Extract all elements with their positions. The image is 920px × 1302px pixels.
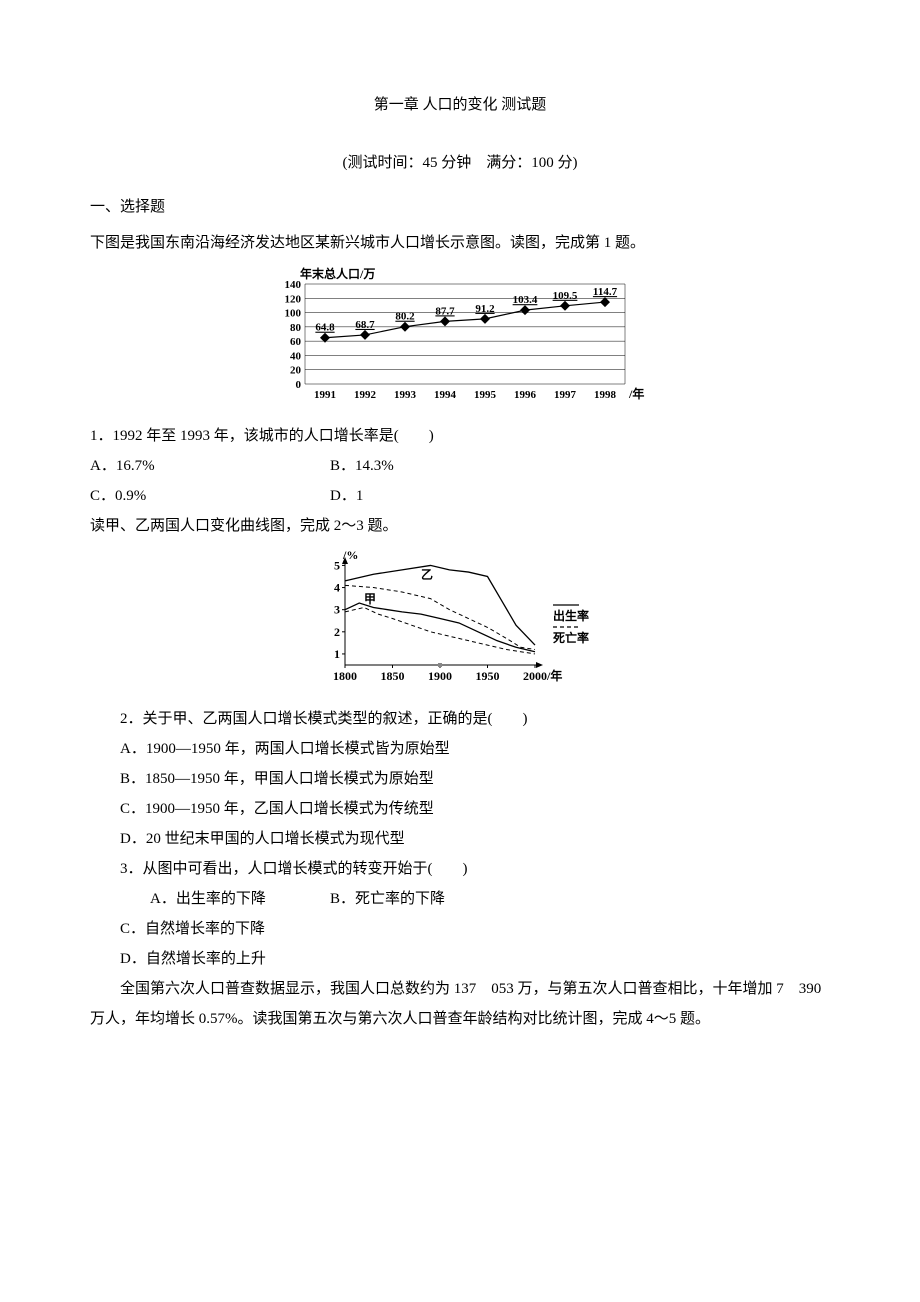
svg-text:2: 2 <box>334 625 340 639</box>
svg-text:乙: 乙 <box>421 568 433 582</box>
q2-option-d: D．20 世纪末甲国的人口增长模式为现代型 <box>90 824 830 854</box>
svg-text:4: 4 <box>334 581 340 595</box>
svg-text:87.7: 87.7 <box>435 305 455 317</box>
svg-text:死亡率: 死亡率 <box>553 630 589 645</box>
intro-text-2: 读甲、乙两国人口变化曲线图，完成 2～3 题。 <box>90 511 830 541</box>
svg-text:甲: 甲 <box>364 592 376 606</box>
q3-option-d: D．自然增长率的上升 <box>90 944 830 974</box>
document-title: 第一章 人口的变化 测试题 <box>90 90 830 120</box>
svg-text:64.8: 64.8 <box>315 322 335 334</box>
svg-text:0: 0 <box>296 379 302 391</box>
q1-options-row1: A．16.7% B．14.3% <box>90 451 830 481</box>
page: 第一章 人口的变化 测试题 (测试时间：45 分钟 满分：100 分) 一、选择… <box>0 0 920 1094</box>
q1-options-row2: C．0.9% D．1 <box>90 481 830 511</box>
svg-text:40: 40 <box>290 350 302 362</box>
svg-text:1993: 1993 <box>394 389 417 401</box>
svg-text:103.4: 103.4 <box>513 294 538 306</box>
svg-text:1800: 1800 <box>333 669 357 683</box>
svg-text:出生率: 出生率 <box>553 608 589 623</box>
svg-text:1950: 1950 <box>476 669 500 683</box>
svg-text:2000: 2000 <box>523 669 547 683</box>
svg-text:91.2: 91.2 <box>475 303 495 315</box>
q1-option-a: A．16.7% <box>90 451 330 481</box>
svg-text:1992: 1992 <box>354 389 377 401</box>
svg-text:/年: /年 <box>546 668 562 683</box>
svg-text:140: 140 <box>285 279 302 291</box>
q3-option-a: A．出生率的下降 <box>120 884 330 914</box>
svg-text:1995: 1995 <box>474 389 497 401</box>
q3-stem: 3．从图中可看出，人口增长模式的转变开始于( ) <box>90 854 830 884</box>
q3-option-c: C．自然增长率的下降 <box>90 914 830 944</box>
svg-text:1900: 1900 <box>428 669 452 683</box>
section-heading: 一、选择题 <box>90 192 830 222</box>
population-change-curve-chart: /%1234518001850190019502000/年甲乙出生率死亡率 <box>305 547 615 687</box>
svg-text:1991: 1991 <box>314 389 336 401</box>
q1-option-b: B．14.3% <box>330 451 570 481</box>
svg-text:109.5: 109.5 <box>553 290 578 302</box>
svg-text:100: 100 <box>285 308 302 320</box>
svg-text:80.2: 80.2 <box>395 311 415 323</box>
chart-2-container: /%1234518001850190019502000/年甲乙出生率死亡率 <box>90 547 830 698</box>
intro-text-3: 全国第六次人口普查数据显示，我国人口总数约为 137 053 万，与第五次人口普… <box>90 974 830 1034</box>
q3-options-row1: A．出生率的下降B．死亡率的下降 <box>90 884 830 914</box>
chart-1-container: 年末总人口/万 0 20 40 60 80 100 120 140 64.8 1991 68.7 199… <box>90 264 830 415</box>
q2-option-a: A．1900—1950 年，两国人口增长模式皆为原始型 <box>90 734 830 764</box>
svg-text:5: 5 <box>334 558 340 572</box>
svg-text:68.7: 68.7 <box>355 319 375 331</box>
svg-text:80: 80 <box>290 322 302 334</box>
q2-option-c: C．1900—1950 年，乙国人口增长模式为传统型 <box>90 794 830 824</box>
svg-text:年末总人口/万: 年末总人口/万 <box>300 266 375 281</box>
svg-text:1998: 1998 <box>594 389 617 401</box>
svg-text:1: 1 <box>334 647 340 661</box>
svg-text:20: 20 <box>290 365 302 377</box>
svg-text:1850: 1850 <box>381 669 405 683</box>
svg-text:1994: 1994 <box>434 389 457 401</box>
svg-text:120: 120 <box>285 293 302 305</box>
svg-text:3: 3 <box>334 603 340 617</box>
q1-stem: 1．1992 年至 1993 年，该城市的人口增长率是( ) <box>90 421 830 451</box>
q3-option-b: B．死亡率的下降 <box>330 891 445 907</box>
svg-text:60: 60 <box>290 336 302 348</box>
svg-text:1997: 1997 <box>554 389 577 401</box>
q1-option-d: D．1 <box>330 481 570 511</box>
q2-stem: 2．关于甲、乙两国人口增长模式类型的叙述，正确的是( ) <box>90 704 830 734</box>
q2-option-b: B．1850—1950 年，甲国人口增长模式为原始型 <box>90 764 830 794</box>
svg-text:114.7: 114.7 <box>593 286 618 298</box>
q1-option-c: C．0.9% <box>90 481 330 511</box>
intro-text-1: 下图是我国东南沿海经济发达地区某新兴城市人口增长示意图。读图，完成第 1 题。 <box>90 228 830 258</box>
svg-text:1996: 1996 <box>514 389 537 401</box>
svg-text:/年: /年 <box>628 386 644 401</box>
population-growth-chart: 年末总人口/万 0 20 40 60 80 100 120 140 64.8 1991 68.7 199… <box>270 264 650 404</box>
document-subtitle: (测试时间：45 分钟 满分：100 分) <box>90 148 830 178</box>
